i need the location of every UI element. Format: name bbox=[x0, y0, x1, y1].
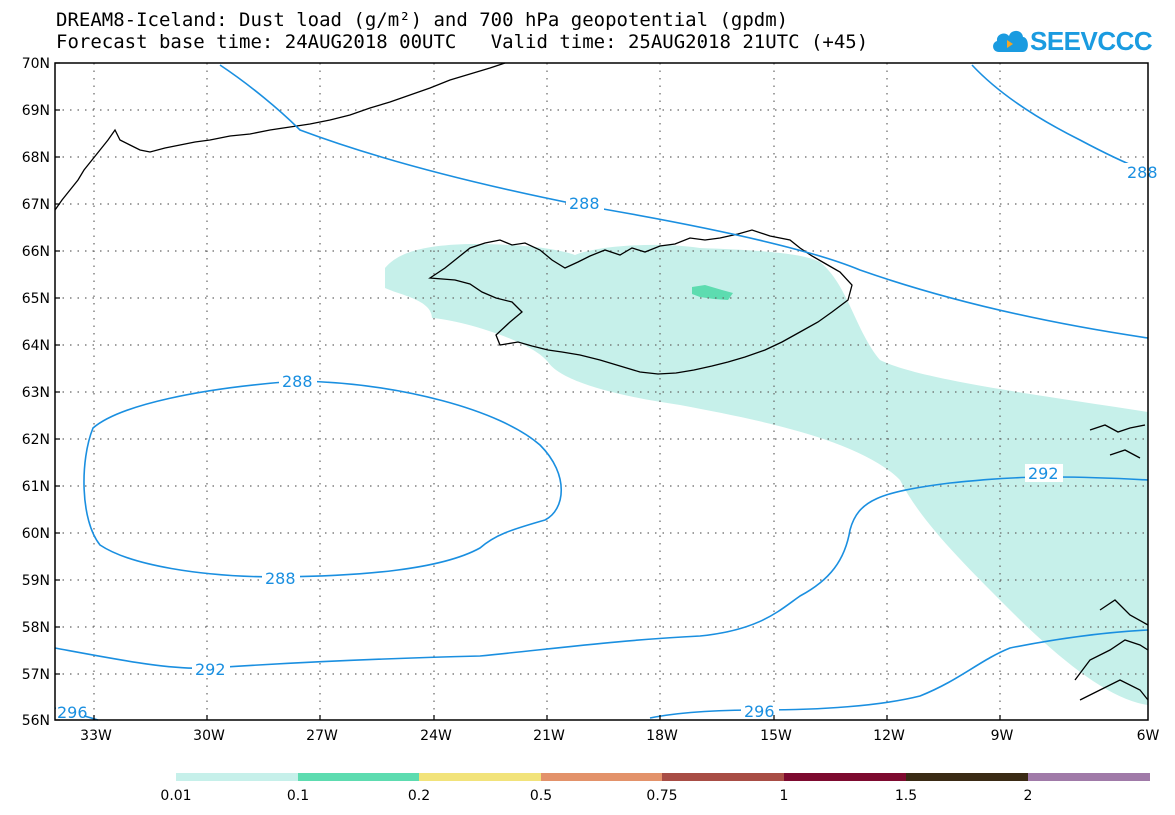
dust-area-low bbox=[385, 244, 1148, 705]
colorbar-label: 1.5 bbox=[895, 788, 917, 804]
contour-labels: 288 288 288 288 292 292 296 296 bbox=[56, 163, 1158, 722]
logo-text: SEEVCCC bbox=[1030, 26, 1153, 56]
seevccc-logo: SEEVCCC bbox=[990, 22, 1153, 58]
contour-288-ne bbox=[971, 64, 1149, 173]
cloud-icon bbox=[993, 30, 1028, 52]
lat-label: 61N bbox=[22, 479, 50, 495]
iceland-coast bbox=[428, 229, 853, 375]
colorbar: 0.01 0.1 0.2 0.5 0.75 1 1.5 2 bbox=[160, 773, 1150, 804]
lat-label: 57N bbox=[22, 667, 50, 683]
lon-label: 30W bbox=[193, 728, 225, 744]
time-info: Forecast base time: 24AUG2018 00UTC Vali… bbox=[56, 32, 868, 52]
contour-label: 288 bbox=[1127, 163, 1158, 182]
longitude-labels: 33W 30W 27W 24W 21W 18W 15W 12W 9W 6W bbox=[80, 728, 1159, 744]
lat-label: 56N bbox=[22, 713, 50, 729]
greenland-coast bbox=[54, 62, 506, 211]
lat-label: 65N bbox=[22, 291, 50, 307]
graticule bbox=[55, 63, 1148, 720]
dust-shading bbox=[385, 244, 1148, 705]
lon-label: 21W bbox=[533, 728, 565, 744]
lat-label: 68N bbox=[22, 150, 50, 166]
lon-label: 6W bbox=[1137, 728, 1160, 744]
lon-label: 18W bbox=[646, 728, 678, 744]
contour-296 bbox=[649, 629, 1149, 719]
contour-label: 288 bbox=[282, 372, 313, 391]
colorbar-swatch bbox=[541, 773, 662, 781]
colorbar-swatch bbox=[662, 773, 784, 781]
colorbar-swatch bbox=[176, 773, 298, 781]
lat-label: 70N bbox=[22, 56, 50, 72]
lat-label: 58N bbox=[22, 620, 50, 636]
contour-288-north bbox=[219, 64, 1149, 339]
dust-area-mid bbox=[692, 285, 733, 300]
map-title: DREAM8-Iceland: Dust load (g/m²) and 700… bbox=[56, 9, 789, 31]
lat-label: 69N bbox=[22, 103, 50, 119]
lat-label: 67N bbox=[22, 197, 50, 213]
contour-label: 288 bbox=[569, 194, 600, 213]
colorbar-label: 0.75 bbox=[646, 788, 677, 804]
colorbar-swatch bbox=[419, 773, 541, 781]
lat-label: 64N bbox=[22, 338, 50, 354]
coastlines bbox=[54, 62, 1149, 701]
contour-label: 296 bbox=[744, 702, 775, 721]
lat-label: 59N bbox=[22, 573, 50, 589]
colorbar-swatch bbox=[298, 773, 419, 781]
lon-label: 12W bbox=[873, 728, 905, 744]
longitude-axis bbox=[93, 715, 1001, 720]
lon-label: 9W bbox=[991, 728, 1014, 744]
colorbar-label: 0.01 bbox=[160, 788, 191, 804]
colorbar-label: 0.1 bbox=[287, 788, 309, 804]
colorbar-label: 0.5 bbox=[530, 788, 552, 804]
contour-label: 296 bbox=[57, 703, 88, 722]
lon-label: 27W bbox=[306, 728, 338, 744]
colorbar-label: 1 bbox=[780, 788, 789, 804]
colorbar-swatch bbox=[1028, 773, 1150, 781]
lat-label: 60N bbox=[22, 526, 50, 542]
latitude-labels: 70N 69N 68N 67N 66N 65N 64N 63N 62N 61N … bbox=[22, 56, 50, 729]
latitude-axis bbox=[55, 62, 60, 721]
lon-label: 24W bbox=[420, 728, 452, 744]
colorbar-swatch bbox=[906, 773, 1028, 781]
lat-label: 63N bbox=[22, 385, 50, 401]
lon-label: 33W bbox=[80, 728, 112, 744]
contour-288-loop bbox=[83, 380, 562, 578]
forecast-base-time: Forecast base time: 24AUG2018 00UTC bbox=[56, 31, 457, 53]
colorbar-swatch bbox=[784, 773, 906, 781]
colorbar-label: 0.2 bbox=[408, 788, 430, 804]
lat-label: 62N bbox=[22, 432, 50, 448]
contour-label: 288 bbox=[265, 569, 296, 588]
lat-label: 66N bbox=[22, 244, 50, 260]
lon-label: 15W bbox=[760, 728, 792, 744]
contour-label: 292 bbox=[195, 660, 226, 679]
contour-292-south bbox=[54, 476, 1149, 670]
colorbar-label: 2 bbox=[1024, 788, 1033, 804]
contour-label: 292 bbox=[1028, 464, 1059, 483]
valid-time: Valid time: 25AUG2018 21UTC (+45) bbox=[490, 31, 869, 53]
scotland-coast bbox=[1074, 424, 1149, 701]
